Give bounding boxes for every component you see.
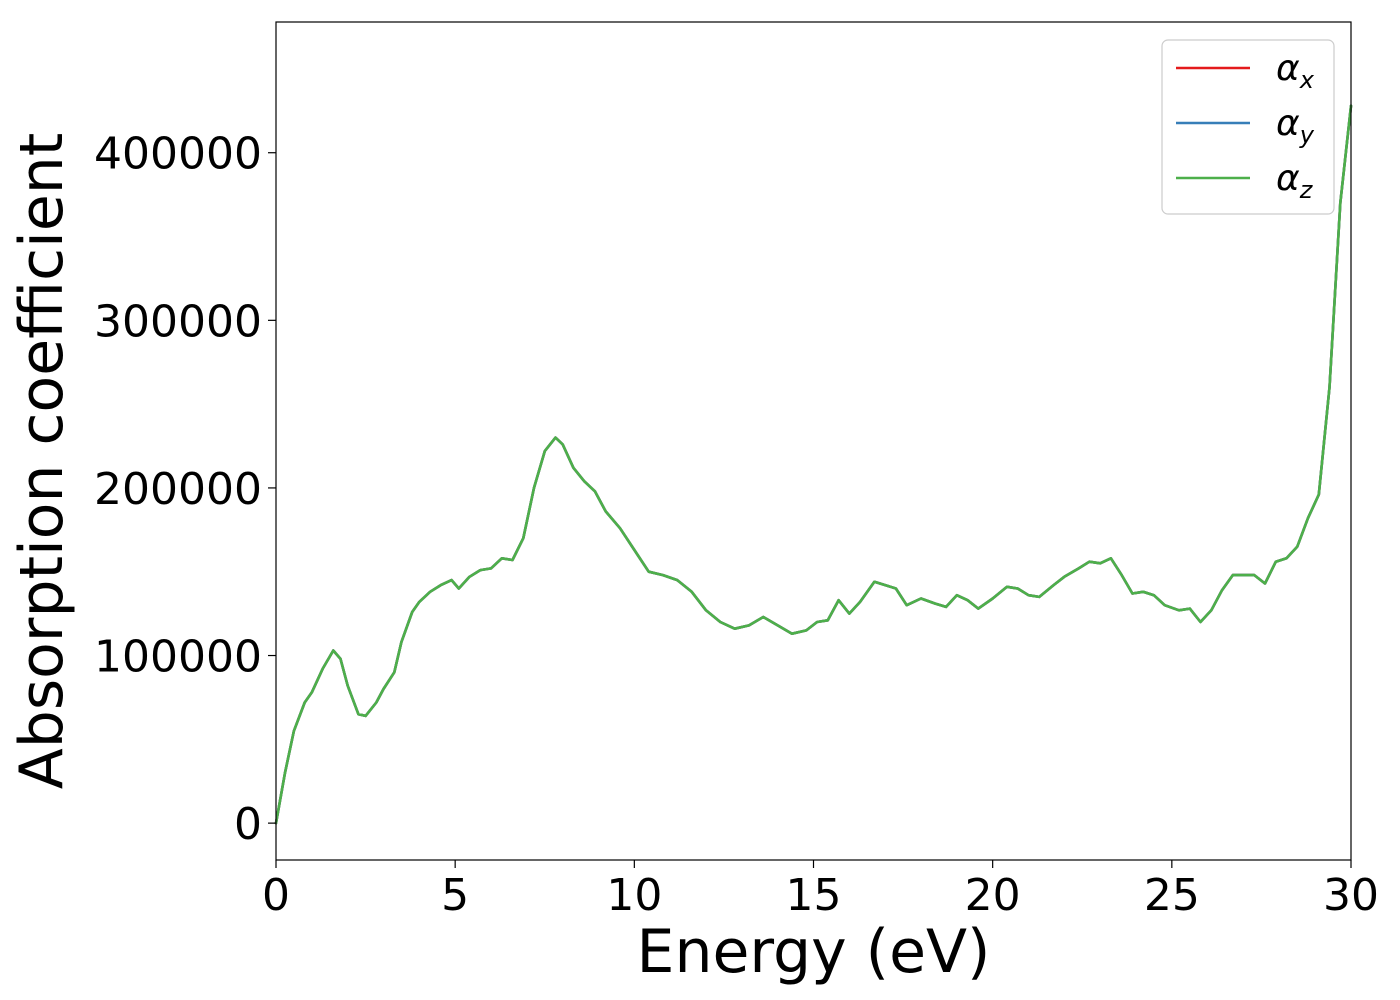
x-tick-label: 0 (262, 870, 290, 921)
x-tick-label: 20 (965, 870, 1021, 921)
y-tick-label: 200000 (94, 464, 262, 515)
series-layer (274, 104, 1353, 825)
x-tick-label: 15 (786, 870, 842, 921)
y-tick-label: 400000 (94, 129, 262, 180)
legend-label-alpha-x: αx (1276, 48, 1315, 94)
y-axis: 0 100000 200000 300000 400000 (94, 129, 276, 850)
legend-label-alpha-z: αz (1276, 158, 1314, 204)
x-tick-label: 10 (606, 870, 662, 921)
x-tick-label: 25 (1144, 870, 1200, 921)
x-axis-title: Energy (eV) (637, 917, 991, 987)
legend: αx αy αz (1161, 39, 1335, 215)
series-line-alpha-z (274, 104, 1353, 825)
legend-box (1161, 39, 1335, 215)
x-tick-label: 5 (441, 870, 469, 921)
y-tick-label: 300000 (94, 296, 262, 347)
x-tick-label: 30 (1323, 870, 1379, 921)
y-tick-label: 0 (234, 799, 262, 850)
legend-label-alpha-y: αy (1276, 103, 1315, 149)
y-tick-label: 100000 (94, 632, 262, 683)
y-axis-title: Absorption coefficient (7, 133, 77, 790)
x-axis: 0 5 10 15 20 25 30 (262, 860, 1379, 921)
